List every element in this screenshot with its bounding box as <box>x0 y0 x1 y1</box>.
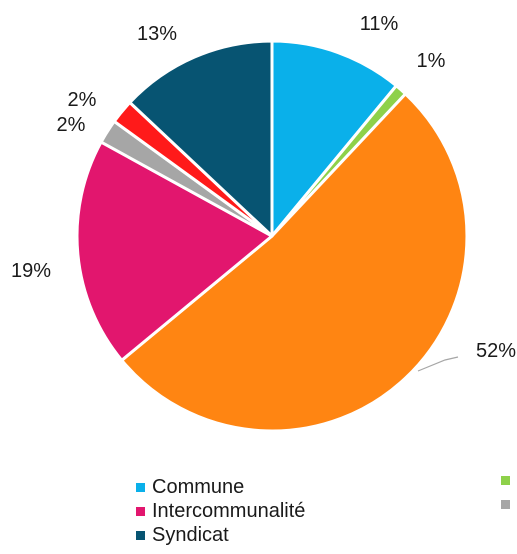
pie-data-label: 2% <box>57 114 86 136</box>
pie-slice <box>270 39 398 238</box>
pie-slice <box>75 140 274 362</box>
pie-data-label: 13% <box>137 23 177 45</box>
pie-data-label: 11% <box>360 13 399 35</box>
pie-slice <box>120 92 469 433</box>
pie-data-labels: 11% 1% 52% 19% 2% 2% 13% <box>11 13 516 372</box>
pie-data-label: 19% <box>11 260 51 282</box>
data-label-leader-line <box>417 356 459 372</box>
pie-data-label: 2% <box>68 89 97 111</box>
pie-slice <box>128 39 274 238</box>
pie-data-label: 1% <box>417 50 446 72</box>
pie-slices <box>75 39 469 433</box>
pie-data-label: 52% <box>476 340 516 362</box>
